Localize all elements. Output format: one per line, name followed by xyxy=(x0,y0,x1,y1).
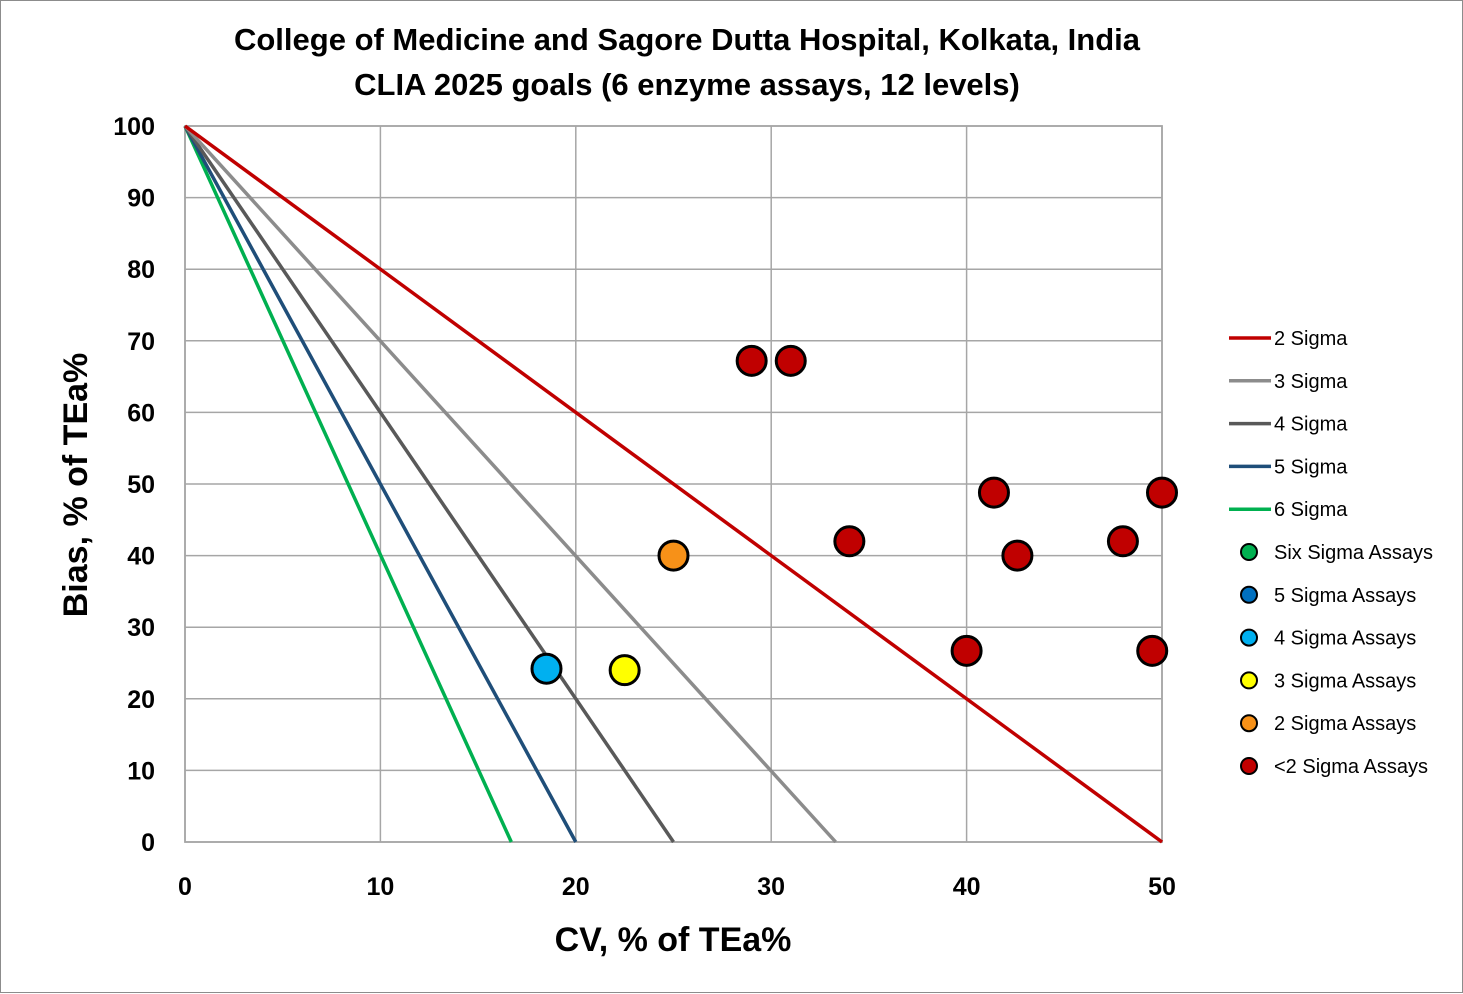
y-tick-label: 90 xyxy=(127,185,155,213)
legend-label: 4 Sigma Assays xyxy=(1274,628,1416,650)
y-tick-label: 20 xyxy=(127,686,155,714)
legend-marker-lt2-sigma-assays xyxy=(1240,757,1258,775)
legend-marker-4-sigma-assays xyxy=(1240,628,1258,647)
chart-subtitle: CLIA 2025 goals (6 enzyme assays, 12 lev… xyxy=(354,67,1020,102)
4-sigma-line xyxy=(183,125,675,843)
5-sigma-line xyxy=(183,125,578,843)
lt2-sigma-assays-point xyxy=(1146,476,1178,509)
x-tick-label: 50 xyxy=(1148,873,1176,901)
lt2-sigma-assays-point xyxy=(977,476,1010,509)
y-axis-label: Bias, % of TEa% xyxy=(57,353,95,618)
2-sigma-assays-point xyxy=(657,539,690,572)
legend-label: 5 Sigma xyxy=(1274,456,1348,478)
legend-marker-5-sigma-assays xyxy=(1240,585,1258,604)
y-tick-label: 30 xyxy=(127,614,155,642)
data-points xyxy=(530,344,1178,687)
legend-label: 3 Sigma xyxy=(1274,371,1348,393)
2-sigma-line xyxy=(183,124,1164,844)
lt2-sigma-assays-point xyxy=(833,525,866,558)
y-tick-label: 40 xyxy=(127,543,155,571)
lt2-sigma-assays-point xyxy=(1106,525,1139,558)
legend: 2 Sigma 3 Sigma 4 Sigma 5 Sigma 6 Sigma Six S… xyxy=(1229,328,1433,778)
legend-marker-six-sigma-assays xyxy=(1240,543,1258,561)
legend-label: 6 Sigma xyxy=(1274,499,1348,521)
sigma-lines xyxy=(183,124,1164,844)
y-tick-label: 60 xyxy=(127,399,155,427)
4-sigma-assays-point xyxy=(530,652,563,685)
legend-label: Six Sigma Assays xyxy=(1274,542,1433,564)
legend-label: 2 Sigma Assays xyxy=(1274,713,1416,735)
6-sigma-line xyxy=(183,125,513,843)
x-tick-labels: 0 10 20 30 40 50 xyxy=(178,873,1176,901)
legend-marker-2-sigma-assays xyxy=(1240,714,1258,733)
3-sigma-line xyxy=(183,124,837,844)
y-tick-label: 100 xyxy=(113,113,155,141)
y-tick-labels: 0 10 20 30 40 50 60 70 80 90 100 xyxy=(113,113,155,857)
lt2-sigma-assays-point xyxy=(774,344,807,377)
lt2-sigma-assays-point xyxy=(1001,539,1034,572)
x-tick-label: 0 xyxy=(178,873,192,901)
legend-marker-3-sigma-assays xyxy=(1240,671,1258,690)
y-tick-label: 10 xyxy=(127,757,155,785)
legend-label: 3 Sigma Assays xyxy=(1274,670,1416,692)
x-axis-label: CV, % of TEa% xyxy=(555,921,792,959)
x-tick-label: 30 xyxy=(757,873,785,901)
lt2-sigma-assays-point xyxy=(735,344,768,377)
x-tick-label: 40 xyxy=(953,873,981,901)
legend-label: <2 Sigma Assays xyxy=(1274,756,1428,778)
chart-title: College of Medicine and Sagore Dutta Hos… xyxy=(234,22,1141,57)
lt2-sigma-assays-point xyxy=(950,634,983,667)
y-tick-label: 70 xyxy=(127,328,155,356)
3-sigma-assays-point xyxy=(608,654,641,687)
lt2-sigma-assays-point xyxy=(1136,634,1169,667)
legend-label: 5 Sigma Assays xyxy=(1274,585,1416,607)
x-tick-label: 10 xyxy=(366,873,394,901)
y-tick-label: 80 xyxy=(127,256,155,284)
x-tick-label: 20 xyxy=(562,873,590,901)
legend-label: 2 Sigma xyxy=(1274,328,1348,350)
y-tick-label: 0 xyxy=(141,829,155,857)
legend-label: 4 Sigma xyxy=(1274,414,1348,436)
y-tick-label: 50 xyxy=(127,471,155,499)
